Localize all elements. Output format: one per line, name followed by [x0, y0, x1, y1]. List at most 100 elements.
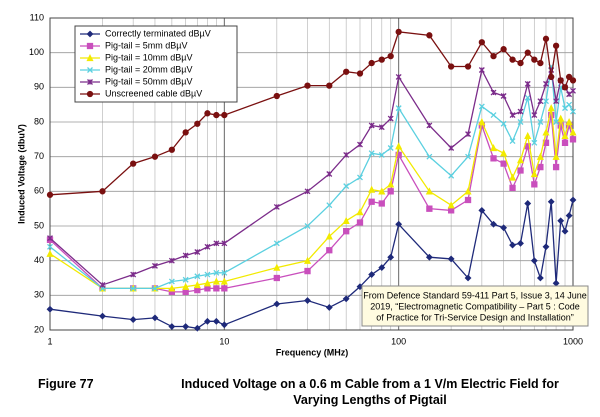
marker	[569, 77, 577, 84]
marker	[273, 240, 280, 247]
marker	[99, 281, 106, 288]
marker	[395, 73, 402, 80]
marker	[378, 151, 385, 158]
annotation-text: of Practice for Tri-Service Design and I…	[376, 312, 574, 322]
x-tick-label: 1000	[563, 336, 583, 346]
annotation-box	[361, 285, 589, 327]
marker	[478, 206, 486, 214]
marker	[203, 279, 211, 287]
legend-marker	[86, 42, 94, 50]
marker	[220, 277, 228, 285]
legend-label: Pig-tail = 10mm dBµV	[105, 52, 192, 62]
marker	[342, 295, 350, 303]
marker	[130, 160, 137, 167]
marker	[547, 198, 555, 206]
marker	[273, 92, 280, 100]
marker	[378, 56, 385, 63]
marker	[548, 73, 555, 81]
marker	[425, 187, 433, 195]
marker	[561, 139, 569, 146]
marker	[387, 253, 395, 261]
marker	[194, 286, 201, 294]
marker	[99, 312, 106, 320]
marker	[478, 103, 485, 110]
marker	[221, 285, 228, 292]
marker	[464, 196, 472, 204]
y-tick-label: 70	[34, 151, 44, 161]
marker	[193, 280, 201, 289]
marker	[151, 285, 158, 292]
marker	[509, 112, 516, 119]
marker	[517, 119, 524, 125]
y-tick-label: 40	[34, 255, 44, 265]
marker	[542, 128, 550, 136]
marker	[500, 149, 508, 157]
caption-label: Figure 77	[38, 377, 94, 391]
caption: Induced Voltage on a 0.6 m Cable from a …	[181, 377, 559, 407]
marker	[490, 112, 497, 119]
marker	[561, 84, 569, 91]
marker	[395, 220, 403, 228]
legend-marker	[86, 54, 94, 62]
marker	[221, 111, 228, 119]
marker	[448, 145, 455, 151]
marker	[304, 82, 311, 89]
marker	[326, 171, 333, 177]
marker	[387, 145, 394, 151]
marker	[387, 188, 394, 195]
marker	[490, 155, 497, 162]
marker	[517, 167, 524, 174]
marker	[368, 198, 375, 205]
marker	[395, 142, 403, 150]
marker	[326, 247, 333, 254]
marker	[524, 49, 531, 56]
marker	[204, 317, 211, 325]
marker	[537, 98, 544, 105]
marker	[326, 202, 333, 209]
marker	[151, 262, 158, 269]
legend-marker	[87, 67, 93, 73]
marker	[517, 59, 524, 67]
marker	[530, 257, 538, 265]
marker	[221, 240, 228, 247]
marker	[570, 87, 576, 94]
marker	[130, 271, 137, 278]
marker	[212, 317, 220, 325]
marker	[220, 321, 228, 329]
marker	[342, 216, 350, 224]
marker	[304, 223, 311, 229]
marker	[478, 67, 485, 73]
marker	[552, 152, 560, 160]
marker	[543, 80, 549, 87]
marker	[378, 124, 385, 131]
series-line	[49, 107, 574, 290]
marker	[326, 82, 333, 89]
marker	[509, 138, 516, 145]
marker	[46, 249, 54, 257]
marker	[194, 120, 201, 127]
legend-marker	[87, 79, 93, 85]
series-line	[49, 114, 574, 293]
annotation-text: 2019, “Electromagnetic Compatibility – P…	[370, 301, 580, 311]
marker	[343, 228, 350, 235]
y-tick-label: 80	[34, 116, 44, 126]
marker	[478, 118, 486, 126]
marker	[565, 118, 573, 126]
marker	[425, 253, 433, 261]
marker	[168, 323, 176, 330]
marker	[213, 285, 220, 292]
marker	[524, 80, 531, 87]
marker	[368, 59, 375, 67]
marker	[552, 163, 560, 171]
marker	[565, 73, 573, 81]
marker	[426, 205, 433, 212]
marker	[182, 276, 189, 283]
marker	[387, 115, 394, 122]
marker	[569, 136, 577, 143]
marker	[368, 122, 375, 129]
marker	[378, 200, 385, 207]
marker	[516, 156, 525, 164]
marker	[464, 274, 472, 282]
marker	[536, 274, 544, 282]
